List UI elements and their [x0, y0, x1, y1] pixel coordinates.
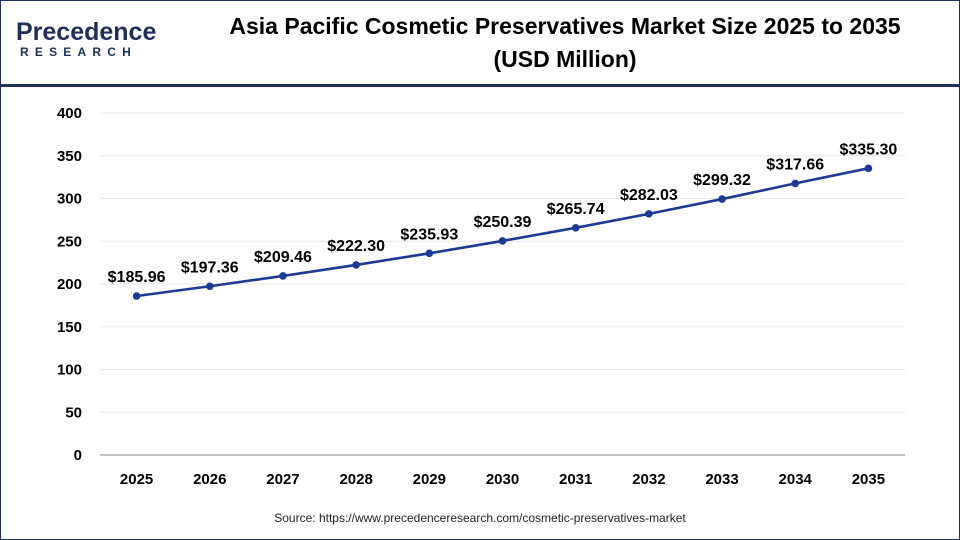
data-point-2028 — [352, 261, 360, 269]
data-label-2028: $222.30 — [327, 238, 385, 255]
data-point-2030 — [498, 237, 507, 245]
data-point-2025 — [132, 292, 141, 300]
data-point-2033 — [718, 195, 726, 203]
y-tick-label-350: 350 — [57, 148, 82, 165]
precedence-research-logo: Precedence RESEARCH — [14, 14, 164, 66]
data-label-2032: $282.03 — [620, 187, 678, 204]
y-tick-label-300: 300 — [57, 191, 82, 208]
y-tick-label-150: 150 — [57, 319, 82, 336]
data-label-2030: $250.39 — [474, 214, 532, 231]
data-point-2031 — [571, 223, 580, 232]
x-tick-label-2032: 2032 — [632, 471, 665, 488]
chart-title-line-2: (USD Million) — [493, 46, 637, 72]
x-tick-label-2025: 2025 — [120, 471, 153, 488]
y-tick-label-400: 400 — [57, 105, 82, 122]
data-point-2027 — [279, 272, 287, 280]
x-tick-label-2030: 2030 — [486, 471, 519, 488]
header: Precedence RESEARCH Asia Pacific Cosmeti… — [0, 0, 960, 86]
x-tick-label-2031: 2031 — [559, 471, 592, 488]
y-tick-label-50: 50 — [65, 404, 82, 421]
x-tick-label-2033: 2033 — [705, 471, 738, 488]
data-label-2031: $265.74 — [547, 201, 605, 218]
data-label-2035: $335.30 — [839, 141, 897, 158]
y-tick-label-0: 0 — [74, 447, 82, 464]
data-point-2035 — [864, 164, 873, 173]
x-tick-label-2028: 2028 — [339, 471, 372, 488]
data-label-2033: $299.32 — [693, 172, 751, 189]
data-label-2026: $197.36 — [181, 259, 239, 276]
chart-title: Asia Pacific Cosmetic Preservatives Mark… — [185, 10, 945, 76]
x-tick-label-2027: 2027 — [266, 471, 299, 488]
data-label-2027: $209.46 — [254, 249, 312, 266]
series-line — [136, 167, 869, 298]
y-tick-label-100: 100 — [57, 362, 82, 379]
data-point-2029 — [425, 249, 434, 258]
logo-subtitle: RESEARCH — [20, 45, 137, 59]
x-tick-label-2026: 2026 — [193, 471, 226, 488]
data-point-2032 — [645, 210, 653, 218]
data-point-2026 — [205, 282, 214, 291]
data-point-2034 — [791, 179, 800, 188]
x-tick-label-2035: 2035 — [852, 471, 885, 488]
y-tick-label-250: 250 — [57, 233, 82, 250]
logo-wordmark: Precedence — [16, 18, 157, 46]
data-label-2025: $185.96 — [108, 269, 166, 286]
data-label-2034: $317.66 — [766, 156, 824, 173]
chart-title-line-1: Asia Pacific Cosmetic Preservatives Mark… — [229, 13, 901, 39]
header-divider — [0, 84, 960, 87]
x-tick-label-2034: 2034 — [779, 471, 813, 488]
data-label-2029: $235.93 — [400, 226, 458, 243]
y-tick-label-200: 200 — [57, 276, 82, 293]
x-tick-label-2029: 2029 — [413, 471, 446, 488]
source-note: Source: https://www.precedenceresearch.c… — [274, 511, 686, 525]
